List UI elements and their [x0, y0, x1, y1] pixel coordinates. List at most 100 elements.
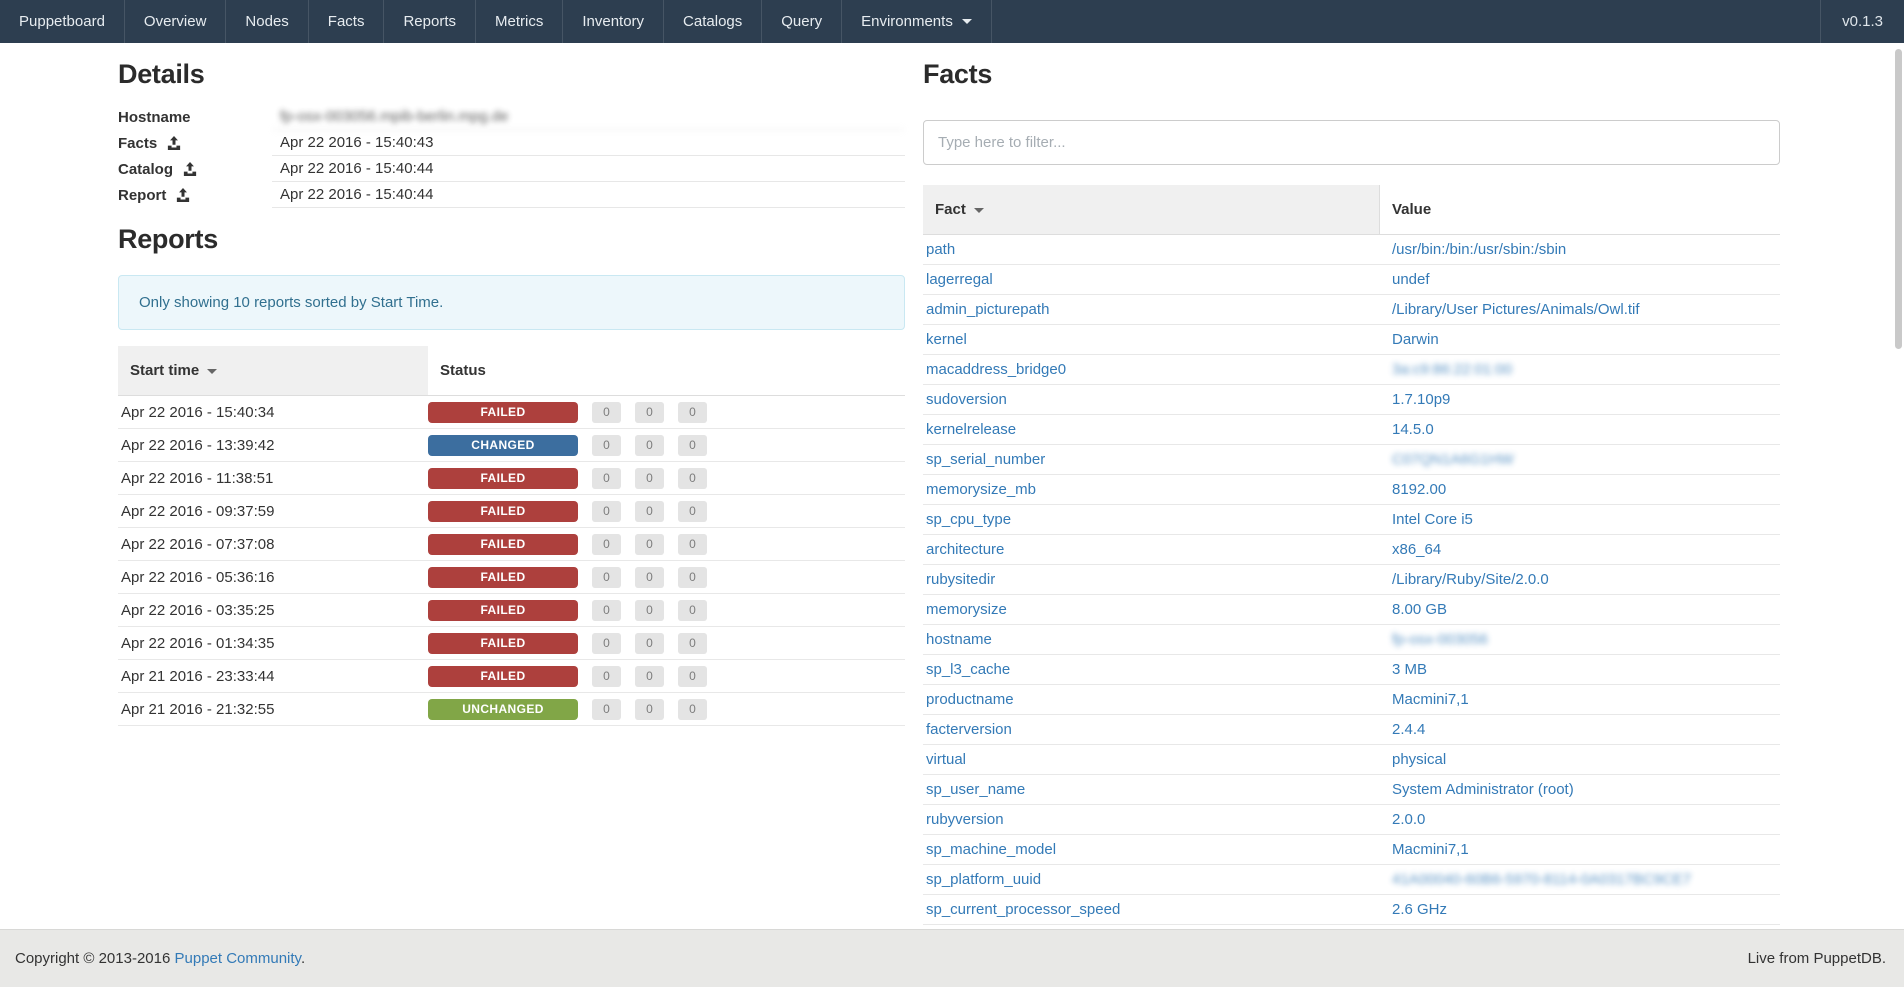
fact-name-link[interactable]: sudoversion: [923, 391, 1380, 408]
fact-name-link[interactable]: sp_serial_number: [923, 451, 1380, 468]
details-label: Catalog: [118, 158, 272, 181]
fact-name-link[interactable]: path: [923, 241, 1380, 258]
fact-value-link[interactable]: Darwin: [1380, 331, 1439, 348]
fact-name-link[interactable]: kernelrelease: [923, 421, 1380, 438]
fact-value-link[interactable]: 2.4.4: [1380, 721, 1425, 738]
report-status-cell: FAILED 0 0 0: [428, 633, 707, 654]
status-badge[interactable]: FAILED: [428, 567, 578, 588]
status-badge[interactable]: FAILED: [428, 501, 578, 522]
fact-name-link[interactable]: architecture: [923, 541, 1380, 558]
status-badge[interactable]: FAILED: [428, 468, 578, 489]
fact-value-link[interactable]: /usr/bin:/bin:/usr/sbin:/sbin: [1380, 241, 1566, 258]
reports-info-alert: Only showing 10 reports sorted by Start …: [118, 275, 905, 330]
fact-value-link[interactable]: 3 MB: [1380, 661, 1427, 678]
fact-name-link[interactable]: lagerregal: [923, 271, 1380, 288]
fact-value-link[interactable]: 2.0.0: [1380, 811, 1425, 828]
report-status-cell: FAILED 0 0 0: [428, 402, 707, 423]
fact-row: hostname fp-osx-003056: [923, 625, 1780, 655]
nav-item[interactable]: Reports: [384, 0, 476, 43]
fact-name-link[interactable]: kernel: [923, 331, 1380, 348]
status-badge[interactable]: CHANGED: [428, 435, 578, 456]
puppet-community-link[interactable]: Puppet Community: [175, 950, 301, 967]
status-badge[interactable]: FAILED: [428, 633, 578, 654]
report-row: Apr 22 2016 - 07:37:08 FAILED 0 0 0: [118, 528, 905, 561]
fact-name-link[interactable]: sp_l3_cache: [923, 661, 1380, 678]
nav-item[interactable]: Catalogs: [664, 0, 762, 43]
fact-name-link[interactable]: sp_user_name: [923, 781, 1380, 798]
facts-filter-input[interactable]: [923, 120, 1780, 165]
details-value: Apr 22 2016 - 15:40:43: [272, 130, 905, 156]
status-badge[interactable]: FAILED: [428, 534, 578, 555]
fact-value-link[interactable]: 3a:c9:86:22:01:00: [1380, 361, 1512, 378]
fact-value-link[interactable]: undef: [1380, 271, 1430, 288]
nav-item-environments[interactable]: Environments: [842, 0, 992, 43]
status-badge[interactable]: FAILED: [428, 600, 578, 621]
fact-name-link[interactable]: hostname: [923, 631, 1380, 648]
fact-value-link[interactable]: 41A00040-60B6-5970-8114-0A0317BC9CE7: [1380, 871, 1691, 888]
fact-value-link[interactable]: Macmini7,1: [1380, 841, 1469, 858]
nav-item[interactable]: Facts: [309, 0, 385, 43]
details-row: Hostname fp-osx-003056.mpib-berlin.mpg.d…: [118, 104, 905, 130]
fact-value-link[interactable]: physical: [1380, 751, 1446, 768]
nav-item[interactable]: Overview: [125, 0, 227, 43]
status-badge[interactable]: UNCHANGED: [428, 699, 578, 720]
metric-count: 0: [592, 699, 621, 720]
fact-value-link[interactable]: /Library/User Pictures/Animals/Owl.tif: [1380, 301, 1640, 318]
fact-name-link[interactable]: sp_machine_model: [923, 841, 1380, 858]
start-time-column-header[interactable]: Start time: [118, 346, 428, 395]
fact-name-link[interactable]: admin_picturepath: [923, 301, 1380, 318]
upload-icon[interactable]: [183, 162, 197, 176]
fact-name-link[interactable]: memorysize_mb: [923, 481, 1380, 498]
nav-item[interactable]: Nodes: [226, 0, 308, 43]
navbar-spacer: [992, 0, 1820, 43]
fact-value-link[interactable]: Macmini7,1: [1380, 691, 1469, 708]
nav-item[interactable]: Metrics: [476, 0, 563, 43]
fact-name-link[interactable]: memorysize: [923, 601, 1380, 618]
metric-count: 0: [592, 567, 621, 588]
fact-column-header[interactable]: Fact: [923, 185, 1380, 234]
report-row: Apr 22 2016 - 15:40:34 FAILED 0 0 0: [118, 396, 905, 429]
facts-table: Fact Value path /usr/bin:/bin:/usr/sbin:…: [923, 185, 1780, 925]
fact-name-link[interactable]: facterversion: [923, 721, 1380, 738]
fact-name-link[interactable]: sp_current_processor_speed: [923, 901, 1380, 918]
fact-name-link[interactable]: macaddress_bridge0: [923, 361, 1380, 378]
fact-value-link[interactable]: 1.7.10p9: [1380, 391, 1450, 408]
fact-name-link[interactable]: productname: [923, 691, 1380, 708]
fact-value-link[interactable]: C07QN1A6G1HW: [1380, 451, 1514, 468]
upload-icon[interactable]: [167, 136, 181, 150]
details-value: Apr 22 2016 - 15:40:44: [272, 182, 905, 208]
fact-name-link[interactable]: sp_platform_uuid: [923, 871, 1380, 888]
vertical-scrollbar-thumb[interactable]: [1895, 49, 1902, 349]
upload-icon[interactable]: [176, 188, 190, 202]
metric-count: 0: [592, 501, 621, 522]
caret-down-icon: [974, 208, 984, 213]
fact-value-link[interactable]: System Administrator (root): [1380, 781, 1574, 798]
fact-name-link[interactable]: rubysitedir: [923, 571, 1380, 588]
metric-count: 0: [592, 534, 621, 555]
navbar-brand[interactable]: Puppetboard: [0, 0, 125, 43]
fact-name-link[interactable]: rubyversion: [923, 811, 1380, 828]
fact-row: path /usr/bin:/bin:/usr/sbin:/sbin: [923, 235, 1780, 265]
fact-value-link[interactable]: 8.00 GB: [1380, 601, 1447, 618]
fact-value-link[interactable]: /Library/Ruby/Site/2.0.0: [1380, 571, 1549, 588]
fact-name-link[interactable]: virtual: [923, 751, 1380, 768]
fact-value-link[interactable]: 8192.00: [1380, 481, 1446, 498]
fact-value-link[interactable]: fp-osx-003056: [1380, 631, 1488, 648]
nav-item[interactable]: Query: [762, 0, 842, 43]
metric-count: 0: [635, 402, 664, 423]
nav-item[interactable]: Inventory: [563, 0, 664, 43]
report-start-time: Apr 21 2016 - 21:32:55: [118, 701, 428, 718]
fact-value-link[interactable]: 14.5.0: [1380, 421, 1434, 438]
status-badge[interactable]: FAILED: [428, 666, 578, 687]
fact-row: sp_current_processor_speed 2.6 GHz: [923, 895, 1780, 925]
fact-row: lagerregal undef: [923, 265, 1780, 295]
fact-name-link[interactable]: sp_cpu_type: [923, 511, 1380, 528]
fact-value-link[interactable]: 2.6 GHz: [1380, 901, 1447, 918]
status-badge[interactable]: FAILED: [428, 402, 578, 423]
fact-value-link[interactable]: x86_64: [1380, 541, 1441, 558]
metric-count: 0: [678, 633, 707, 654]
details-table: Hostname fp-osx-003056.mpib-berlin.mpg.d…: [118, 104, 905, 208]
fact-value-link[interactable]: Intel Core i5: [1380, 511, 1473, 528]
report-start-time: Apr 22 2016 - 05:36:16: [118, 569, 428, 586]
fact-row: sp_user_name System Administrator (root): [923, 775, 1780, 805]
